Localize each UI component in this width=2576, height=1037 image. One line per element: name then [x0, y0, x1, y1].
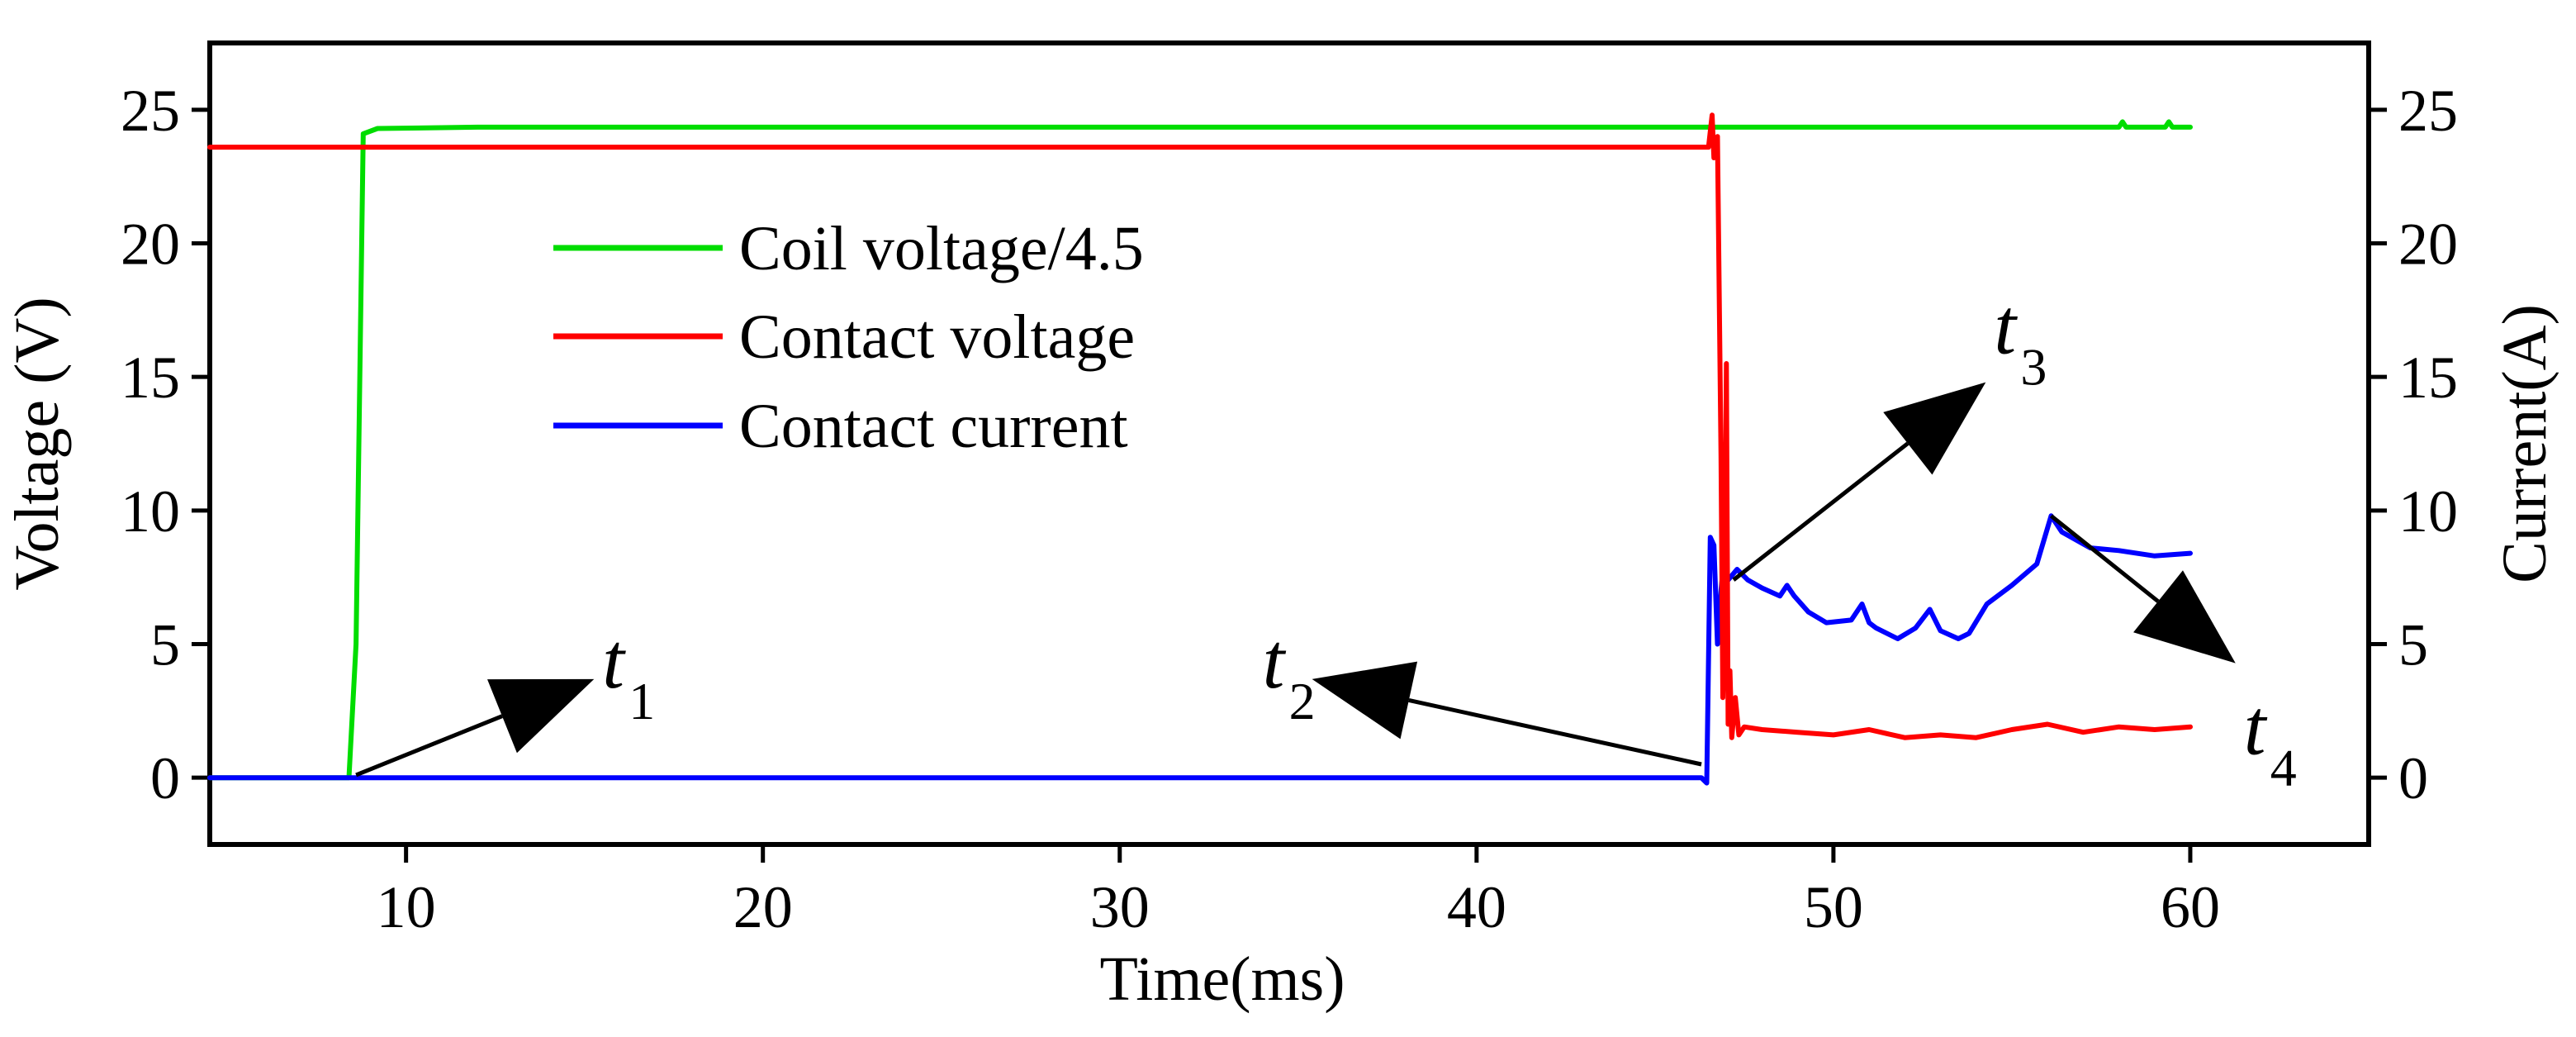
annotation-subscript: 4	[2270, 739, 2297, 797]
legend-label-coil-voltage: Coil voltage/4.5	[739, 214, 1144, 283]
annotation-arrowhead	[2133, 570, 2236, 664]
y-tick-label-right: 0	[2398, 745, 2428, 811]
annotation-subscript: 2	[1289, 672, 1316, 730]
y-axis-title-left: Voltage (V)	[2, 297, 72, 590]
annotation-label: t	[1263, 616, 1287, 705]
y-tick-label-left: 10	[121, 478, 180, 545]
legend: Coil voltage/4.5 Contact voltage Contact…	[553, 214, 1144, 461]
annotation-arrowhead	[487, 678, 595, 754]
x-tick-label: 20	[733, 874, 793, 940]
x-axis-title: Time(ms)	[1099, 944, 1345, 1014]
y-tick-label-left: 5	[150, 612, 180, 678]
legend-label-contact-voltage: Contact voltage	[739, 302, 1135, 372]
y-tick-label-left: 0	[150, 745, 180, 811]
y-tick-label-right: 20	[2398, 212, 2458, 278]
annotation-arrowhead	[1312, 661, 1418, 740]
annotation-arrow-line	[355, 714, 503, 778]
y-tick-label-left: 25	[121, 78, 180, 144]
y-tick-label-right: 10	[2398, 478, 2458, 545]
x-tick-label: 30	[1090, 874, 1150, 940]
y-tick-label-left: 20	[121, 212, 180, 278]
annotation-subscript: 3	[2020, 338, 2047, 397]
annotations: t 1 t 2t 3t 4	[355, 283, 2297, 797]
y-tick-label-right: 5	[2398, 612, 2428, 678]
y-tick-label-right: 25	[2398, 78, 2458, 144]
annotation-label: t	[1994, 283, 2018, 371]
ticks: 10 20 30 40 50 60 0 5 10 15 20 25 0 5 10 15 20 25	[121, 78, 2458, 940]
annotation-label: t	[602, 616, 626, 705]
x-tick-label: 10	[377, 874, 436, 940]
annotation-arrow-line	[1732, 441, 1909, 582]
x-tick-label: 40	[1447, 874, 1506, 940]
annotation-arrow-line	[2049, 514, 2160, 603]
series	[207, 112, 2193, 786]
annotation-arrow-line	[1408, 698, 1702, 767]
annotation-label: t	[2244, 683, 2268, 772]
y-tick-label-left: 15	[121, 345, 180, 411]
legend-label-contact-current: Contact current	[739, 392, 1128, 461]
y-axis-title-right: Current(A)	[2490, 304, 2559, 583]
series-line-contact-current	[207, 513, 2193, 786]
series-line-contact-voltage	[207, 112, 2193, 740]
annotation-arrowhead	[1883, 382, 1986, 475]
y-tick-label-right: 15	[2398, 345, 2458, 411]
annotation-subscript: 1	[629, 672, 655, 730]
plot-frame	[207, 40, 2371, 847]
x-tick-label: 60	[2161, 874, 2220, 940]
x-tick-label: 50	[1804, 874, 1863, 940]
